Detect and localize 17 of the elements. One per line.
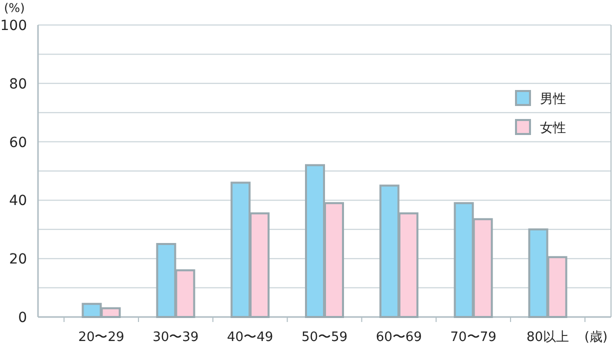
x-tick-label: 70〜79 bbox=[450, 330, 496, 345]
y-tick-label: 20 bbox=[9, 252, 27, 268]
y-tick-label: 40 bbox=[9, 193, 27, 210]
legend-label: 男性 bbox=[540, 92, 566, 107]
x-tick-label: 50〜59 bbox=[301, 330, 348, 345]
legend-label: 女性 bbox=[540, 121, 566, 136]
x-tick-label: 80以上 bbox=[526, 330, 570, 345]
x-tick-label: 40〜49 bbox=[227, 330, 274, 345]
y-tick-label: 80 bbox=[9, 76, 27, 92]
y-tick-label: 0 bbox=[18, 310, 27, 326]
y-tick-label: 100 bbox=[0, 18, 27, 34]
x-tick-label: 60〜69 bbox=[376, 330, 422, 345]
x-tick-label: 20〜29 bbox=[78, 330, 124, 345]
x-axis-title: (歳) bbox=[584, 330, 608, 345]
x-tick-label: 30〜39 bbox=[152, 330, 199, 345]
y-tick-label: 60 bbox=[9, 134, 27, 151]
y-axis-title: (%) bbox=[4, 1, 25, 15]
